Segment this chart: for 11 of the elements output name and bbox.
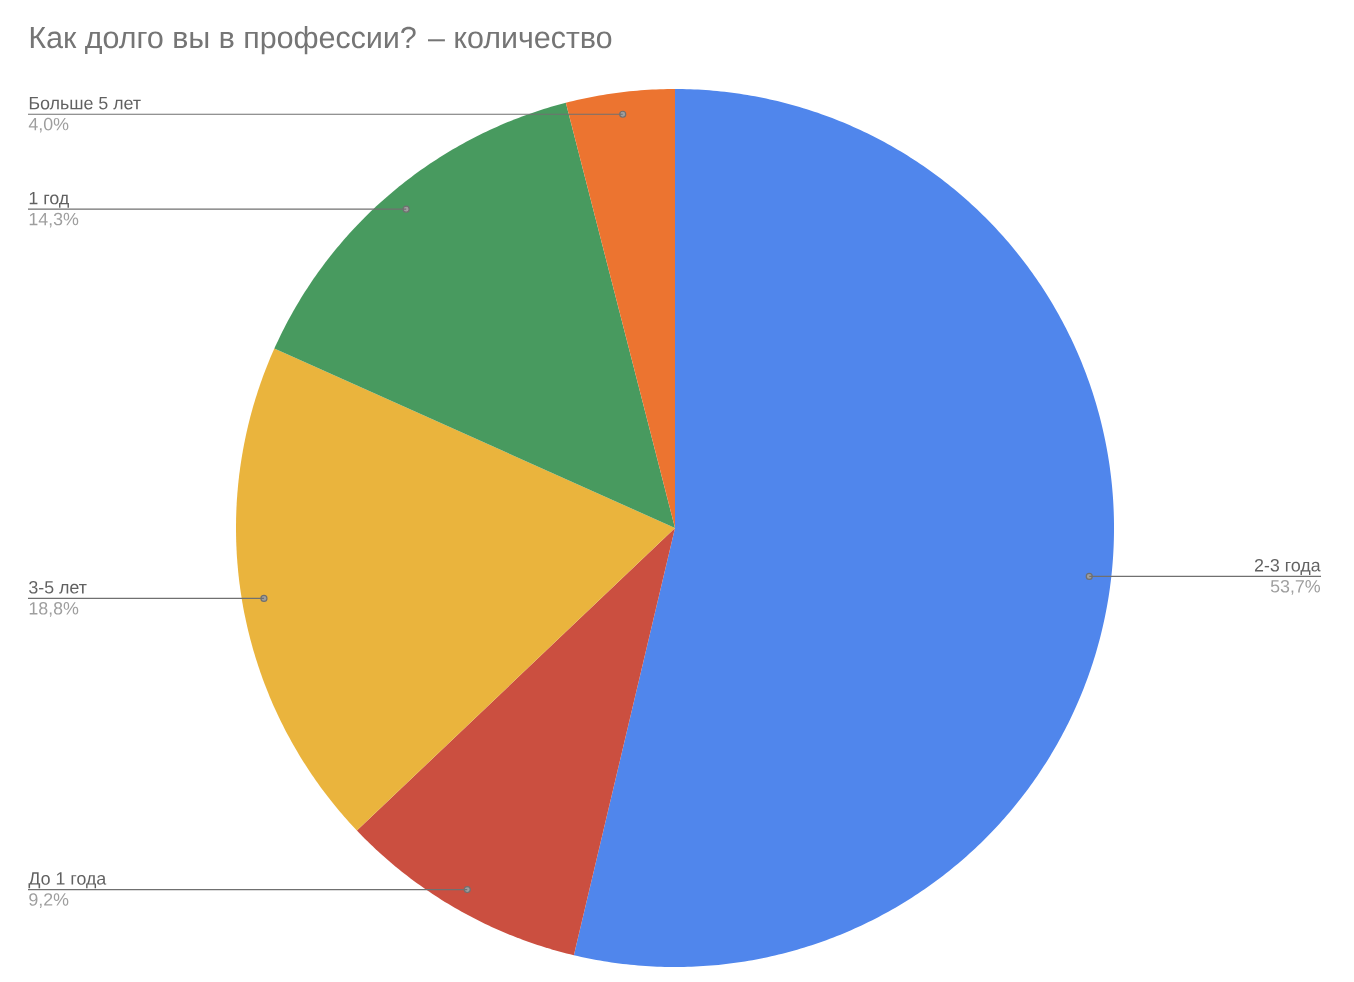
data-label: 18,8% [29, 601, 79, 617]
slice-label: 1 год [29, 191, 69, 208]
slice-label: 3-5 лет [29, 580, 87, 594]
slice-label: 2-3 года [1254, 558, 1321, 575]
slice-label: Больше 5 лет [29, 96, 141, 110]
data-label: 9,2% [29, 893, 69, 908]
slice-label: До 1 года [28, 872, 107, 889]
data-label: 14,3% [29, 212, 79, 228]
data-label: 4,0% [28, 117, 69, 133]
chart-title: Как долго вы в профессии? – количество [30, 25, 612, 55]
data-label: 53,7% [1270, 579, 1321, 595]
